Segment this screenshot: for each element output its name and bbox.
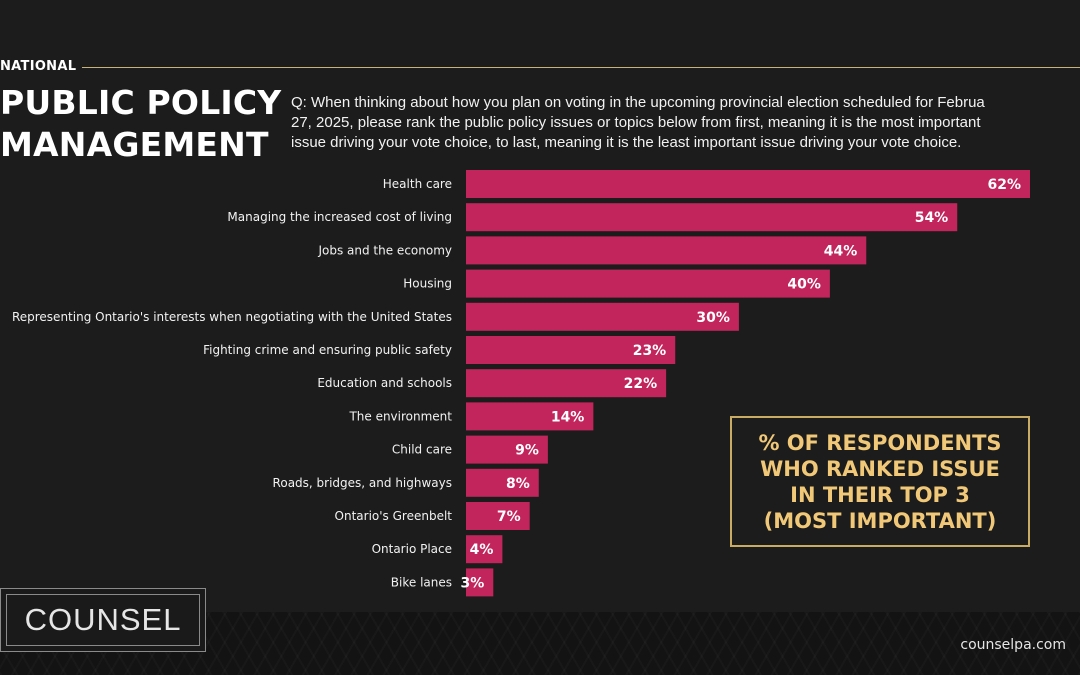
value-label-8: 14% — [551, 409, 585, 425]
value-label-1: 62% — [987, 177, 1021, 193]
title-line-1: PUBLIC POLICY — [0, 83, 282, 122]
bar-12 — [466, 535, 503, 564]
bar-5 — [466, 302, 739, 331]
chart-callout-box: % OF RESPONDENTS WHO RANKED ISSUE IN THE… — [730, 416, 1030, 547]
counsel-logo: COUNSEL — [0, 588, 206, 652]
logo-text: COUNSEL — [6, 594, 200, 646]
value-label-2: 54% — [915, 210, 949, 226]
issues-bar-chart: Health care 62% Managing the increased cos… — [12, 170, 1030, 597]
category-label-1: Health care — [383, 177, 452, 191]
category-label-3: Jobs and the economy — [317, 243, 452, 257]
callout-line-3: IN THEIR TOP 3 — [790, 482, 970, 507]
category-label-8: The environment — [348, 409, 452, 423]
question-line-1: Q: When thinking about how you plan on v… — [291, 94, 985, 111]
bar-8 — [466, 402, 594, 431]
value-label-6: 23% — [633, 343, 667, 359]
callout-line-2: WHO RANKED ISSUE — [760, 456, 1000, 481]
bar-1 — [466, 170, 1030, 198]
website-link[interactable]: counselpa.com — [960, 637, 1066, 653]
bar-9 — [466, 435, 548, 464]
bar-4 — [466, 269, 830, 298]
callout-line-1: % OF RESPONDENTS — [758, 430, 1002, 455]
callout-line-4: (MOST IMPORTANT) — [763, 508, 997, 533]
category-label-10: Roads, bridges, and highways — [273, 476, 452, 490]
value-label-5: 30% — [696, 310, 730, 326]
bar-10 — [466, 468, 539, 497]
category-label-4: Housing — [403, 277, 452, 291]
title-line-2: MANAGEMENT — [0, 125, 269, 164]
category-label-11: Ontario's Greenbelt — [335, 509, 453, 523]
value-label-10: 8% — [506, 476, 530, 492]
bar-6 — [466, 336, 676, 364]
value-label-13: 3% — [461, 575, 485, 591]
value-label-4: 40% — [787, 277, 821, 293]
survey-question: Q: When thinking about how you plan on v… — [291, 93, 1080, 153]
category-label-13: Bike lanes — [391, 575, 452, 589]
question-line-2: 27, 2025, please rank the public policy … — [291, 114, 981, 131]
bar-11 — [466, 502, 530, 530]
value-label-11: 7% — [497, 509, 521, 525]
category-label-5: Representing Ontario's interests when ne… — [12, 310, 452, 324]
value-label-9: 9% — [515, 443, 539, 459]
bar-13 — [466, 568, 494, 597]
category-label-9: Child care — [392, 443, 452, 457]
category-label-2: Managing the increased cost of living — [227, 210, 452, 224]
value-label-3: 44% — [824, 243, 858, 259]
value-label-12: 4% — [470, 542, 494, 558]
bar-2 — [466, 203, 958, 232]
section-label: NATIONAL — [0, 59, 77, 74]
category-label-6: Fighting crime and ensuring public safet… — [203, 343, 452, 357]
bar-7 — [466, 369, 667, 398]
value-label-7: 22% — [624, 376, 658, 392]
page-title: PUBLIC POLICY MANAGEMENT — [0, 82, 281, 166]
category-label-7: Education and schools — [317, 376, 452, 390]
category-label-12: Ontario Place — [372, 542, 452, 556]
header-divider — [82, 67, 1080, 68]
question-line-3: issue driving your vote choice, to last,… — [291, 134, 962, 151]
bar-3 — [466, 236, 867, 265]
